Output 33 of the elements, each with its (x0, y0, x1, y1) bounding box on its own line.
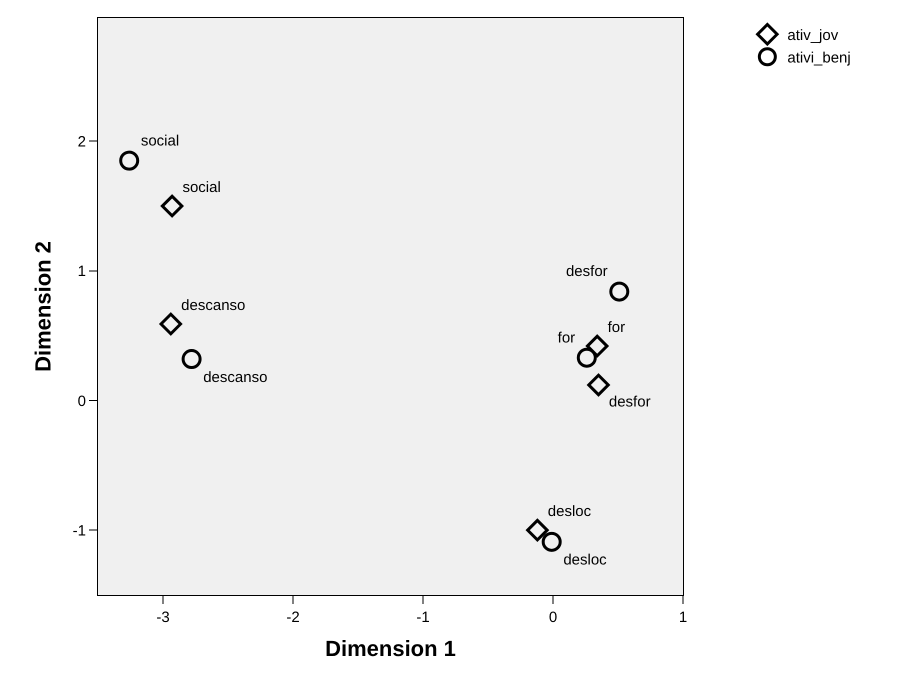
point (586, 334, 608, 358)
data-label: descanso (203, 368, 268, 386)
point (526, 518, 549, 542)
legend-label: ativi_benj (787, 50, 851, 67)
point (542, 532, 562, 552)
point (182, 349, 202, 369)
point (576, 348, 597, 368)
x-tick-label: 1 (678, 609, 688, 626)
y-tick-label: -1 (72, 522, 86, 540)
y-axis-title: Dimension 2 (30, 241, 56, 372)
data-label: desloc (563, 552, 608, 569)
y-tick-label: 1 (78, 263, 86, 280)
y-tick-label: 0 (78, 392, 86, 410)
x-tick-label: -3 (156, 609, 170, 626)
x-tick-label: -1 (416, 609, 430, 626)
data-label: social (182, 178, 221, 196)
data-label: desfor (608, 394, 651, 411)
point (119, 150, 140, 171)
data-label: social (140, 132, 180, 150)
data-label: descanso (181, 296, 246, 314)
x-tick-label: 0 (548, 609, 558, 626)
data-label: desloc (548, 503, 592, 520)
data-label: for (608, 318, 626, 336)
y-tick-label: 2 (78, 133, 86, 150)
x-axis-title: Dimension 1 (325, 636, 456, 661)
point (160, 312, 182, 336)
point (587, 374, 610, 396)
data-label: for (558, 329, 576, 346)
data-label: desfor (566, 263, 608, 280)
point (609, 282, 630, 302)
x-tick-label: -2 (286, 609, 300, 626)
legend-label: ativ_jov (787, 27, 839, 44)
point (160, 194, 184, 218)
